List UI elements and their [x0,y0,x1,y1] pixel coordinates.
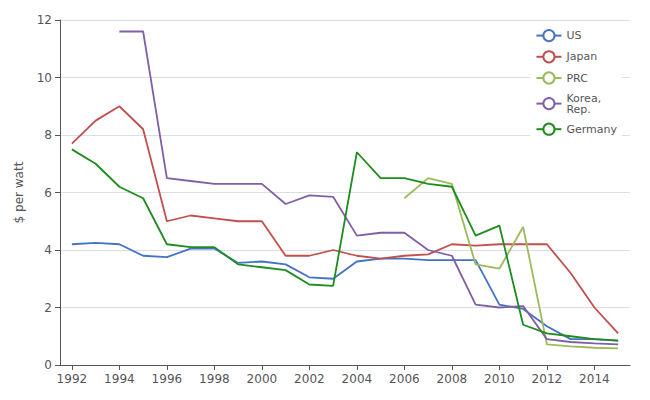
svg-text:PRC: PRC [566,72,588,85]
svg-text:2: 2 [44,301,52,315]
svg-text:Germany: Germany [566,123,617,136]
svg-text:1998: 1998 [199,372,230,386]
svg-text:12: 12 [37,13,52,27]
svg-text:Rep.: Rep. [566,103,590,116]
svg-text:1992: 1992 [57,372,88,386]
svg-text:0: 0 [44,358,52,372]
svg-text:2012: 2012 [532,372,563,386]
svg-text:1996: 1996 [152,372,183,386]
svg-text:10: 10 [37,71,52,85]
svg-text:2004: 2004 [342,372,373,386]
svg-text:$ per watt: $ per watt [12,161,26,223]
svg-text:2008: 2008 [437,372,468,386]
svg-text:2000: 2000 [247,372,278,386]
svg-text:4: 4 [44,243,52,257]
svg-text:Korea,: Korea, [566,91,602,105]
svg-text:8: 8 [44,128,52,142]
svg-text:1994: 1994 [104,372,135,386]
svg-text:2006: 2006 [389,372,420,386]
svg-text:2010: 2010 [484,372,515,386]
svg-text:2014: 2014 [579,372,610,386]
svg-text:6: 6 [44,186,52,200]
svg-text:US: US [566,29,581,42]
svg-text:2002: 2002 [294,372,325,386]
svg-text:Japan: Japan [565,50,597,63]
